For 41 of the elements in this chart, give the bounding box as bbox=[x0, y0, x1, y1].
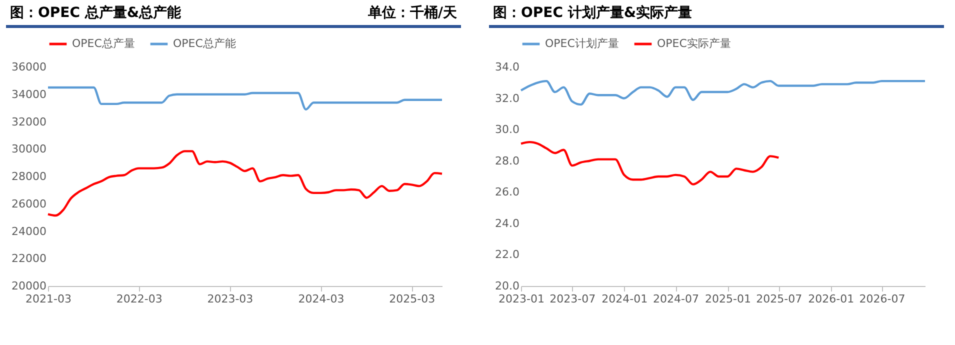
y-tick-label: 28.0 bbox=[495, 154, 520, 168]
legend-label: OPEC总产量 bbox=[72, 37, 135, 50]
x-tick-label: 2025-01 bbox=[705, 292, 752, 306]
y-tick-label: 24.0 bbox=[495, 216, 520, 230]
chart-title: 图：OPEC 计划产量&实际产量 bbox=[493, 4, 692, 22]
legend-label: OPEC计划产量 bbox=[545, 37, 619, 50]
x-tick-label: 2024-03 bbox=[298, 292, 344, 306]
x-tick-label: 2025-07 bbox=[756, 292, 802, 306]
x-tick-label: 2024-07 bbox=[653, 292, 700, 306]
y-tick-label: 20.0 bbox=[495, 280, 520, 292]
x-tick-label: 2023-01 bbox=[498, 292, 544, 306]
line-series bbox=[520, 140, 780, 186]
y-tick-label: 32.0 bbox=[495, 92, 520, 105]
line-series bbox=[46, 86, 444, 111]
x-tick-label: 2024-01 bbox=[602, 292, 648, 306]
y-tick-label: 32000 bbox=[12, 115, 46, 128]
x-tick-label: 2026-01 bbox=[808, 292, 854, 306]
x-tick-label: 2022-03 bbox=[116, 292, 162, 306]
y-tick-label: 36000 bbox=[12, 60, 46, 74]
y-tick-label: 20000 bbox=[12, 280, 46, 292]
line-series bbox=[520, 80, 926, 106]
x-tick-label: 2026-07 bbox=[859, 292, 906, 306]
y-tick-label: 26000 bbox=[12, 197, 46, 210]
x-tick-label: 2023-07 bbox=[550, 292, 596, 306]
y-tick-label: 30000 bbox=[12, 142, 46, 156]
x-tick-label: 2025-03 bbox=[389, 292, 436, 306]
line-series bbox=[46, 150, 444, 217]
y-tick-label: 28000 bbox=[12, 170, 46, 183]
legend-label: OPEC总产能 bbox=[173, 37, 236, 50]
x-tick-label: 2021-03 bbox=[26, 292, 72, 306]
y-tick-label: 22.0 bbox=[495, 248, 520, 262]
y-tick-label: 34000 bbox=[12, 88, 46, 101]
y-tick-label: 26.0 bbox=[495, 186, 520, 199]
chart-title: 图：OPEC 总产量&总产能 bbox=[10, 4, 182, 22]
x-tick-label: 2023-03 bbox=[207, 292, 254, 306]
y-tick-label: 30.0 bbox=[495, 123, 520, 136]
y-tick-label: 24000 bbox=[12, 224, 46, 238]
y-tick-label: 34.0 bbox=[495, 60, 520, 74]
text: 单位：千桶/天 bbox=[368, 4, 457, 22]
legend-label: OPEC实际产量 bbox=[657, 37, 731, 50]
y-tick-label: 22000 bbox=[12, 252, 46, 266]
